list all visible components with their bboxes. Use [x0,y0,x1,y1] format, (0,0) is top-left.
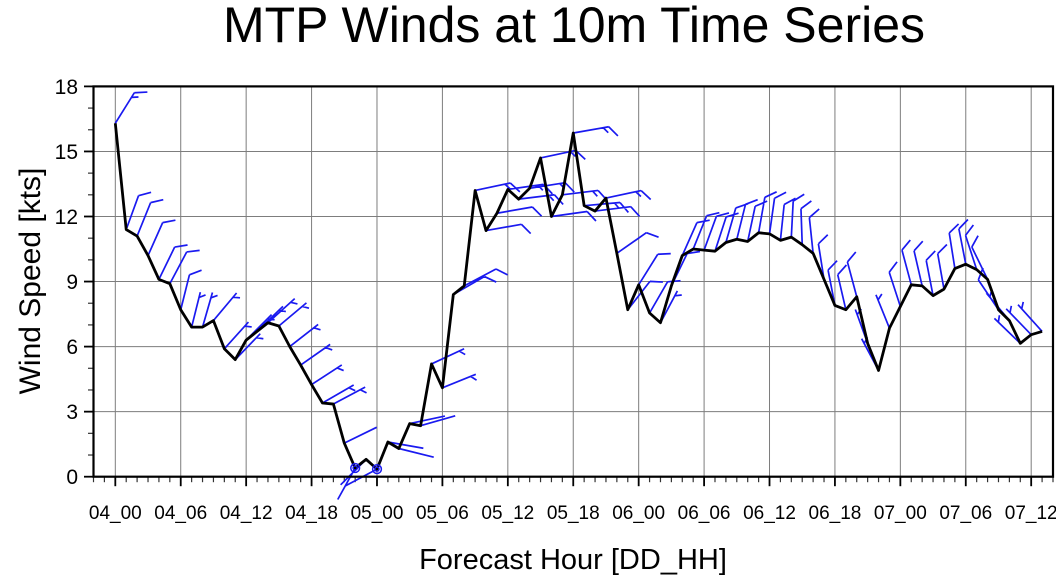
x-axis-title: Forecast Hour [DD_HH] [419,544,727,576]
calm-wind-circle [371,463,383,475]
x-tick-label: 06_06 [678,503,731,524]
x-tick-label: 07_12 [1005,503,1056,524]
x-tick-label: 05_00 [351,503,404,524]
y-tick-label: 6 [66,336,78,359]
x-tick-label: 05_18 [547,503,600,524]
x-tick-label: 06_12 [743,503,796,524]
x-tick-label: 07_06 [939,503,992,524]
y-tick-label: 15 [55,141,78,164]
x-tick-label: 05_12 [481,503,534,524]
plot-border [92,85,1055,478]
y-tick-label: 12 [55,206,78,229]
x-tick-label: 04_06 [154,503,207,524]
calm-wind-circle-inner [352,465,358,471]
x-tick-label: 07_00 [874,503,927,524]
x-tick-label: 04_18 [285,503,338,524]
y-tick-label: 9 [66,271,78,294]
x-tick-label: 06_00 [612,503,665,524]
x-tick-label: 06_18 [809,503,862,524]
y-tick-label: 3 [66,401,78,424]
x-tick-label: 04_00 [89,503,142,524]
chart-title: MTP Winds at 10m Time Series [222,0,926,53]
y-tick-label: 18 [55,76,78,99]
wind-speed-line [113,123,1043,471]
wind-barbs [114,91,1043,500]
y-tick-label: 0 [66,466,78,489]
calm-wind-circle [350,462,361,474]
calm-wind-circle-inner [374,466,380,472]
x-tick-label: 04_12 [220,503,273,524]
x-tick-label: 05_06 [416,503,469,524]
